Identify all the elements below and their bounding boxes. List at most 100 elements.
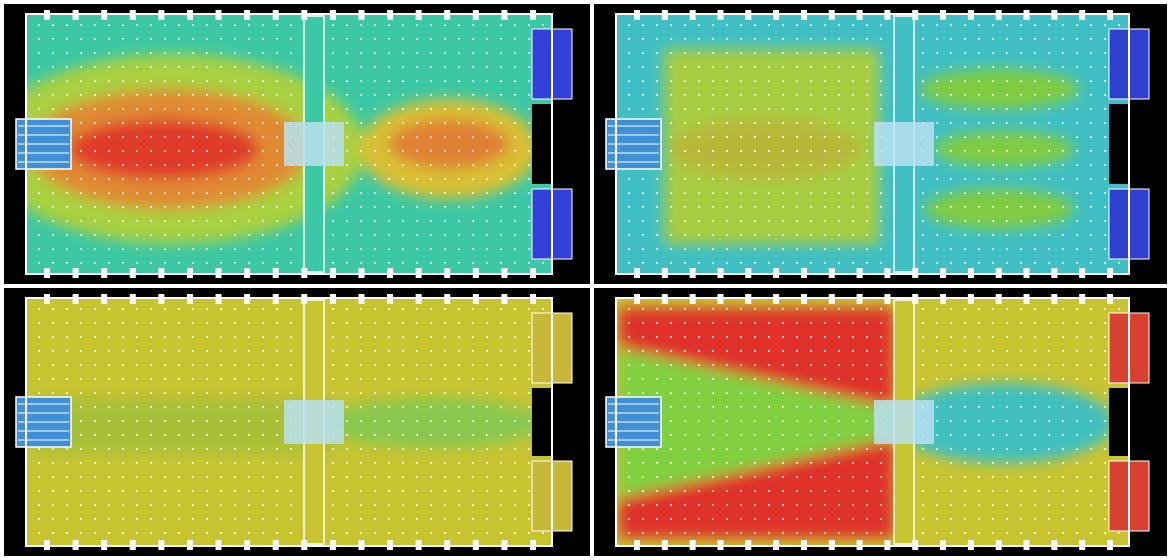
wall-pier [968, 10, 974, 20]
wall-pier [801, 294, 807, 304]
wall-pier [101, 268, 107, 278]
floor [0, 14, 552, 274]
column-dots [616, 298, 1129, 546]
wall-pier [444, 268, 450, 278]
wall-pier [530, 294, 536, 304]
wall-pier [73, 268, 79, 278]
wall-pier [1024, 294, 1030, 304]
wall-pier [73, 294, 79, 304]
wall-pier [912, 294, 918, 304]
wall-pier [717, 10, 723, 20]
wall-pier [717, 268, 723, 278]
wall-pier [501, 540, 507, 550]
wall-pier [1051, 268, 1057, 278]
wall-pier [996, 540, 1002, 550]
wall-pier [530, 540, 536, 550]
wall-pier [1079, 10, 1085, 20]
wall-pier [158, 10, 164, 20]
wall-pier [244, 10, 250, 20]
wall-pier [634, 268, 640, 278]
wall-pier [912, 10, 918, 20]
column-dots [616, 14, 1129, 274]
wall-pier [940, 268, 946, 278]
wall-pier [416, 294, 422, 304]
wall-pier [1024, 540, 1030, 550]
wall-pier [717, 294, 723, 304]
wall-pier [501, 268, 507, 278]
wall-pier [330, 294, 336, 304]
wall-pier [387, 294, 393, 304]
wall-pier [996, 10, 1002, 20]
wall-pier [940, 294, 946, 304]
wall-pier [216, 294, 222, 304]
wall-pier [358, 10, 364, 20]
wall-pier [216, 540, 222, 550]
wall-pier [301, 294, 307, 304]
wall-pier [940, 540, 946, 550]
wall-pier [473, 268, 479, 278]
wall-pier [773, 294, 779, 304]
floor [616, 14, 1129, 274]
wall-pier [187, 294, 193, 304]
wall-pier [187, 10, 193, 20]
wall-pier [358, 294, 364, 304]
wall-pier [501, 10, 507, 20]
wall-pier [634, 540, 640, 550]
wall-pier [912, 540, 918, 550]
passage [284, 122, 344, 166]
wall-pier [884, 294, 890, 304]
wall-pier [717, 540, 723, 550]
wall-pier [244, 540, 250, 550]
wall-pier [745, 540, 751, 550]
wall-pier [473, 540, 479, 550]
wall-pier [273, 540, 279, 550]
wall-pier [101, 10, 107, 20]
wall-pier [1107, 268, 1113, 278]
wall-pier [801, 268, 807, 278]
wall-pier [387, 10, 393, 20]
wall-pier [301, 268, 307, 278]
wall-pier [44, 10, 50, 20]
floor [616, 298, 1129, 546]
wall-pier [1079, 268, 1085, 278]
heatmap-panel [0, 4, 590, 284]
wall-pier [130, 294, 136, 304]
wall-pier [857, 294, 863, 304]
wall-pier [301, 10, 307, 20]
wall-pier [444, 540, 450, 550]
wall-pier [158, 268, 164, 278]
wall-pier [773, 268, 779, 278]
wall-pier [1051, 294, 1057, 304]
wall-pier [801, 10, 807, 20]
wall-pier [530, 10, 536, 20]
wall-pier [1079, 540, 1085, 550]
wall-pier [940, 10, 946, 20]
wall-pier [662, 294, 668, 304]
wall-pier [216, 268, 222, 278]
wall-pier [158, 540, 164, 550]
wall-pier [829, 294, 835, 304]
heatmap-panel [594, 4, 1167, 284]
wall-pier [101, 540, 107, 550]
wall-pier [101, 294, 107, 304]
wall-pier [884, 268, 890, 278]
wall-pier [416, 540, 422, 550]
wall-pier [330, 10, 336, 20]
wall-pier [662, 540, 668, 550]
wall-pier [829, 540, 835, 550]
wall-pier [358, 540, 364, 550]
wall-pier [857, 540, 863, 550]
wall-pier [387, 268, 393, 278]
wall-pier [501, 294, 507, 304]
wall-pier [44, 268, 50, 278]
wall-pier [884, 10, 890, 20]
wall-pier [358, 268, 364, 278]
wall-pier [690, 268, 696, 278]
wall-pier [330, 540, 336, 550]
wall-pier [745, 10, 751, 20]
wall-pier [829, 10, 835, 20]
heatmap-panel [4, 288, 590, 556]
wall-pier [130, 268, 136, 278]
wall-pier [1051, 540, 1057, 550]
wall-pier [187, 268, 193, 278]
